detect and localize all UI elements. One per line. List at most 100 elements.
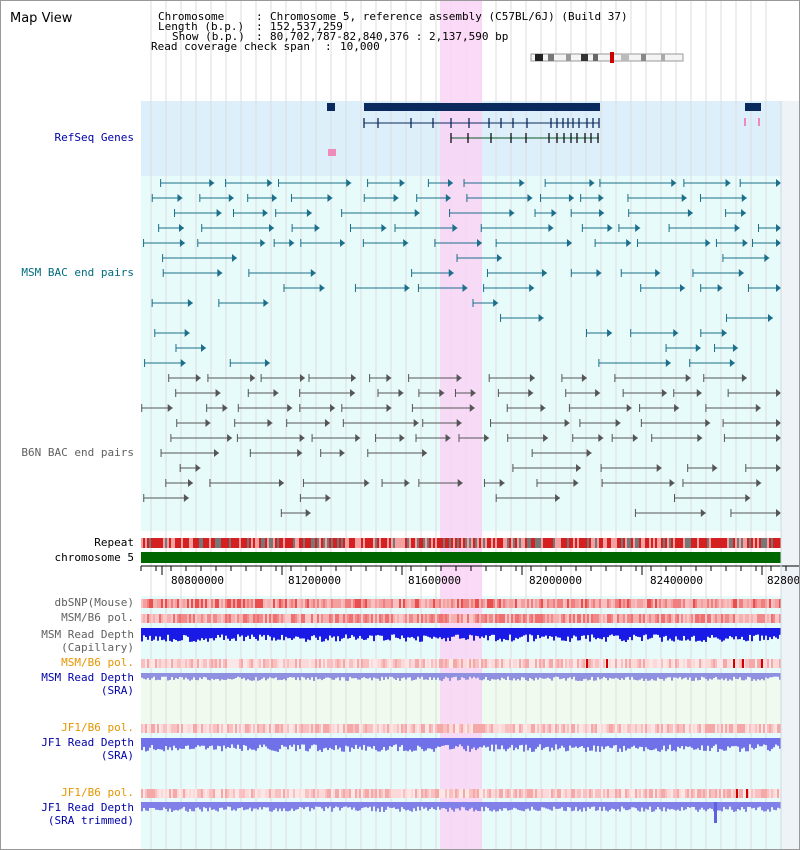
heat-segment [519,724,521,733]
depth-bar [431,673,433,680]
heat-segment [715,659,717,668]
heat-segment [191,724,193,733]
depth-bar [517,802,519,810]
heat-segment [205,614,207,623]
heat-segment [315,789,317,798]
bac-end-arrow [673,329,679,337]
depth-bar [363,628,365,641]
repeat-segment [371,538,373,548]
heat-segment [203,789,205,798]
heat-segment [355,614,357,623]
track-label-chromosome[interactable]: chromosome 5 [54,551,134,564]
heat-segment [405,599,407,608]
heat-segment [435,659,437,668]
heat-segment [651,659,653,668]
depth-bar [261,738,263,748]
heat-segment [591,789,593,798]
depth-bar [159,738,161,750]
depth-bar [461,738,463,747]
depth-bar [689,673,691,678]
repeat-segment [229,538,231,548]
chromosome-ideogram[interactable] [531,53,683,62]
heat-segment [753,789,755,798]
depth-bar [745,738,747,752]
depth-bar [467,673,469,680]
depth-bar [657,802,659,808]
track-label-msm-b6-pol-2[interactable]: MSM/B6 pol. [61,656,134,669]
heat-segment [247,659,249,668]
track-label-msm-depth-sra-1[interactable]: MSM Read Depth [41,671,134,684]
repeat-segment [663,538,665,548]
track-label-msm-depth-cap-1[interactable]: MSM Read Depth [41,628,134,641]
depth-bar [743,673,745,681]
depth-bar [615,802,617,811]
depth-bar [311,802,313,809]
repeat-segment [745,538,747,548]
track-label-jf1-depth-sra-1[interactable]: JF1 Read Depth [41,736,134,749]
heat-segment [389,789,391,798]
depth-bar [477,628,479,637]
depth-bar [483,802,485,812]
heat-segment [513,789,515,798]
heat-segment [523,614,525,623]
track-label-msm-b6-pol-1[interactable]: MSM/B6 pol. [61,611,134,624]
track-label-msm-bac[interactable]: MSM BAC end pairs [21,266,134,279]
depth-bar [777,628,779,639]
track-label-refseq-genes[interactable]: RefSeq Genes [54,131,134,144]
depth-bar [703,673,705,678]
track-label-b6n-bac[interactable]: B6N BAC end pairs [21,446,134,459]
bac-end-arrow [656,464,662,472]
heat-segment [739,614,741,623]
bac-end-arrow [776,284,781,292]
depth-bar [571,738,573,748]
track-label-dbsnp[interactable]: dbSNP(Mouse) [54,596,134,609]
track-label-jf1-depth-trim-1[interactable]: JF1 Read Depth [41,801,134,814]
track-label-repeat[interactable]: Repeat [94,536,134,549]
heat-segment [279,789,281,798]
depth-bar [541,802,543,808]
bac-end-arrow [222,404,228,412]
repeat-segment [771,538,773,548]
depth-bar [291,673,293,678]
heat-segment [307,724,309,733]
track-label-jf1-b6-pol-2[interactable]: JF1/B6 pol. [61,786,134,799]
repeat-segment [599,538,601,548]
depth-bar [333,802,335,809]
depth-bar [695,673,697,678]
depth-bar [169,628,171,641]
heat-segment [309,599,311,608]
repeat-segment [677,538,679,548]
heat-segment [703,724,705,733]
depth-bar [221,802,223,808]
repeat-segment [535,538,537,548]
repeat-segment [721,538,723,548]
depth-bar [473,628,475,641]
repeat-segment [723,538,725,548]
heat-segment [729,724,731,733]
heat-segment [209,599,211,608]
heat-segment [533,614,535,623]
heat-segment [315,659,317,668]
depth-bar [511,738,513,745]
depth-bar [569,628,571,642]
depth-bar [227,673,229,679]
heat-segment [147,724,149,733]
depth-bar [361,738,363,750]
depth-bar [777,673,779,677]
heat-segment [663,599,665,608]
repeat-segment [253,538,255,548]
track-label-jf1-b6-pol-1[interactable]: JF1/B6 pol. [61,721,134,734]
repeat-segment [591,538,593,548]
repeat-segment [309,538,311,548]
heat-segment [617,724,619,733]
heat-segment [723,599,725,608]
bac-end-arrow [665,359,671,367]
repeat-segment [281,538,283,548]
heat-segment [683,614,685,623]
heat-segment [573,599,575,608]
heat-segment [707,789,709,798]
depth-bar [343,673,345,678]
heat-segment [731,724,733,733]
heat-segment [341,724,343,733]
